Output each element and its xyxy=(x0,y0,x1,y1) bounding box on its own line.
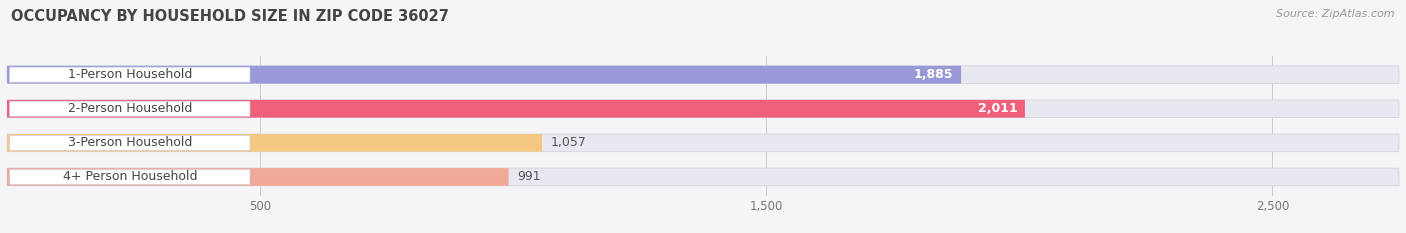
FancyBboxPatch shape xyxy=(7,168,1399,186)
Text: OCCUPANCY BY HOUSEHOLD SIZE IN ZIP CODE 36027: OCCUPANCY BY HOUSEHOLD SIZE IN ZIP CODE … xyxy=(11,9,449,24)
FancyBboxPatch shape xyxy=(7,100,1025,118)
Text: 3-Person Household: 3-Person Household xyxy=(67,136,193,149)
FancyBboxPatch shape xyxy=(7,134,1399,152)
FancyBboxPatch shape xyxy=(10,135,250,151)
FancyBboxPatch shape xyxy=(7,66,1399,84)
FancyBboxPatch shape xyxy=(7,168,509,186)
Text: 1,885: 1,885 xyxy=(914,68,953,81)
FancyBboxPatch shape xyxy=(7,100,1399,118)
Text: Source: ZipAtlas.com: Source: ZipAtlas.com xyxy=(1277,9,1395,19)
FancyBboxPatch shape xyxy=(10,101,250,116)
Text: 1,057: 1,057 xyxy=(551,136,588,149)
Text: 991: 991 xyxy=(517,171,541,183)
Text: 2,011: 2,011 xyxy=(977,102,1018,115)
FancyBboxPatch shape xyxy=(10,169,250,185)
Text: 1-Person Household: 1-Person Household xyxy=(67,68,193,81)
FancyBboxPatch shape xyxy=(7,134,543,152)
Text: 2-Person Household: 2-Person Household xyxy=(67,102,193,115)
Text: 4+ Person Household: 4+ Person Household xyxy=(62,171,197,183)
FancyBboxPatch shape xyxy=(10,67,250,82)
FancyBboxPatch shape xyxy=(7,66,962,84)
